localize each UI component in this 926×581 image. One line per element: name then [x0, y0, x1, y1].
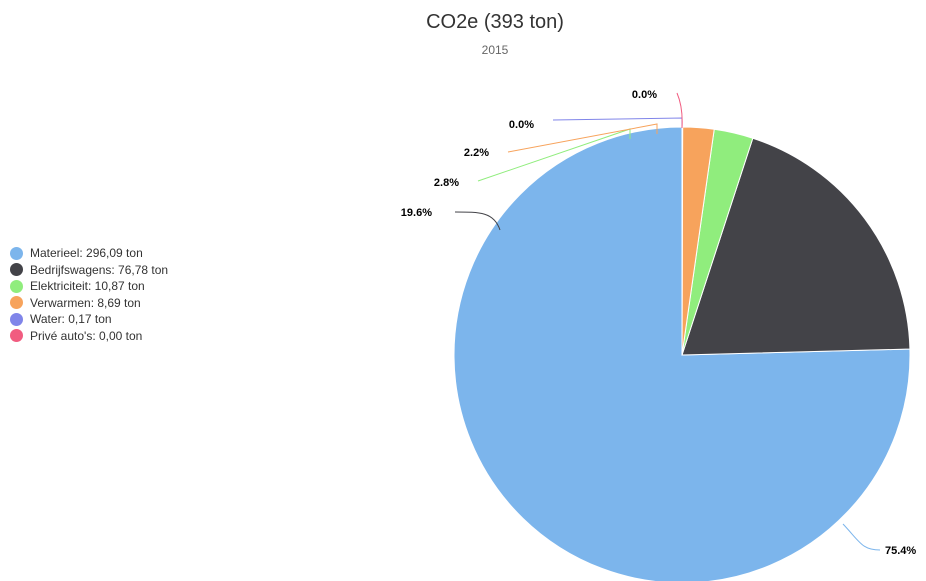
- data-label-elektriciteit: 2.8%: [434, 177, 459, 189]
- legend-label-bedrijfswagens: Bedrijfswagens: 76,78 ton: [30, 262, 169, 277]
- chart-subtitle: 2015: [481, 43, 509, 57]
- legend-label-verwarmen: Verwarmen: 8,69 ton: [30, 295, 141, 310]
- pie-slice-materieel[interactable]: [453, 126, 911, 581]
- chart-legend: Materieel: 296,09 ton Bedrijfswagens: 76…: [10, 245, 168, 345]
- legend-item-materieel[interactable]: Materieel: 296,09 ton: [10, 245, 168, 261]
- legend-symbol-materieel: [10, 246, 23, 260]
- data-label-verwarmen: 2.2%: [464, 147, 489, 159]
- pie-slice-bedrijfswagens[interactable]: [681, 137, 911, 356]
- connector-water: [552, 117, 683, 128]
- data-label-materieel: 75.4%: [885, 545, 916, 557]
- legend-item-bedrijfswagens[interactable]: Bedrijfswagens: 76,78 ton: [10, 262, 168, 278]
- connector-verwarmen: [507, 123, 658, 153]
- legend-symbol-prive-autos: [10, 329, 23, 343]
- legend-label-materieel: Materieel: 296,09 ton: [30, 246, 143, 260]
- legend-symbol-water: [10, 312, 23, 326]
- legend-item-water[interactable]: Water: 0,17 ton: [10, 311, 168, 327]
- connector-materieel: [842, 523, 881, 551]
- legend-symbol-bedrijfswagens: [10, 263, 23, 277]
- legend-label-prive-autos: Privé auto's: 0,00 ton: [30, 328, 143, 343]
- legend-item-prive-autos[interactable]: Privé auto's: 0,00 ton: [10, 328, 168, 344]
- legend-label-elektriciteit: Elektriciteit: 10,87 ton: [30, 279, 145, 294]
- legend-symbol-verwarmen: [10, 296, 23, 310]
- legend-item-elektriciteit[interactable]: Elektriciteit: 10,87 ton: [10, 278, 168, 294]
- chart-title: CO2e (393 ton): [426, 11, 564, 33]
- legend-symbol-elektriciteit: [10, 279, 23, 293]
- data-label-prive-auto-s: 0.0%: [632, 89, 657, 101]
- connector-prive-auto-s: [676, 92, 683, 129]
- pie-slice-water[interactable]: [681, 126, 684, 356]
- legend-item-verwarmen[interactable]: Verwarmen: 8,69 ton: [10, 295, 168, 311]
- data-label-bedrijfswagens: 19.6%: [401, 207, 432, 219]
- legend-label-water: Water: 0,17 ton: [30, 312, 112, 327]
- data-label-water: 0.0%: [509, 119, 534, 131]
- connector-bedrijfswagens: [454, 211, 501, 231]
